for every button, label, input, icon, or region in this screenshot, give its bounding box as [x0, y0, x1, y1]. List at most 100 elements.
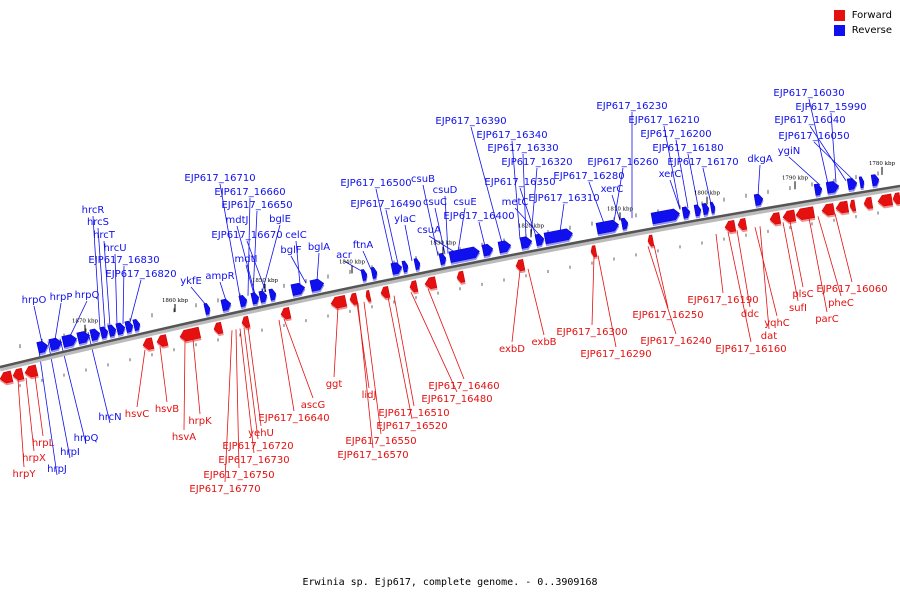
gene-label: EJP617_16460 [428, 381, 499, 392]
leader-line [159, 346, 168, 403]
gene-label: EJP617_16250 [632, 310, 703, 321]
leader-line [25, 377, 35, 452]
leader-line [789, 221, 804, 288]
axis-tick-label: 1830 kbp [430, 241, 457, 247]
gene-label: hrpX [22, 453, 46, 464]
gene-label: EJP617_16340 [476, 130, 547, 141]
axis-tick-label: 1860 kbp [162, 298, 189, 304]
leader-line [559, 203, 565, 232]
axis-tick-label: 1800 kbp [694, 191, 721, 197]
reverse-gene [258, 290, 268, 305]
leader-line [663, 125, 681, 210]
gene-label: EJP617_16300 [556, 327, 627, 338]
reverse-gene [36, 340, 49, 356]
gene-label: EJP617_16280 [553, 171, 624, 182]
gene-label: yqhC [764, 318, 790, 329]
gene-label: ftnA [353, 240, 374, 251]
leader-line [834, 213, 853, 283]
leader-line [219, 281, 227, 301]
genome-caption: Erwinia sp. Ejp617, complete genome. - 0… [302, 577, 598, 588]
gene-label: hsvC [125, 409, 149, 420]
forward-gene [349, 292, 359, 307]
gene-label: hrpP [50, 292, 73, 303]
gene-label: bglE [269, 214, 291, 225]
leader-line [511, 140, 521, 240]
leader-line [808, 217, 828, 313]
leader-line [333, 307, 339, 378]
gene-label: bglF [280, 245, 301, 256]
reverse-swatch [833, 25, 845, 36]
leader-line [813, 141, 854, 180]
leader-line [295, 240, 301, 285]
gene-label: EJP617_16170 [667, 157, 738, 168]
reverse-gene [203, 303, 211, 317]
reverse-gene [519, 236, 533, 251]
gene-label: EJP617_16050 [778, 131, 849, 142]
reverse-gene [132, 318, 141, 333]
leader-line [192, 338, 201, 415]
leader-line [245, 264, 255, 295]
gene-label: xerC [659, 169, 682, 180]
leader-line [17, 379, 25, 468]
reverse-gene [360, 269, 368, 283]
gene-label: hrpO [22, 295, 47, 306]
gene-label: hrpJ [47, 464, 67, 475]
gene-labels: hrpO hrpP hrpQhrcRhrcShrcThrcUEJP617_16830… [13, 88, 888, 495]
gene-label: csuA [417, 225, 441, 236]
gene-label: csuE [453, 197, 476, 208]
leader-line [246, 240, 267, 292]
gene-label: acr [336, 250, 353, 261]
leader-line [239, 328, 255, 454]
gene-label: hrpK [188, 416, 212, 427]
leader-line [47, 341, 71, 459]
gene-label: hsvA [172, 432, 196, 443]
gene-label: hrcT [93, 230, 116, 241]
leader-line [759, 226, 770, 330]
gene-label: EJP617_16200 [640, 129, 711, 140]
axis-tick-label: 1810 kbp [607, 206, 634, 212]
gene-label: EJP617_16640 [258, 413, 329, 424]
reverse-gene [48, 337, 63, 353]
gene-label: celC [285, 230, 306, 241]
gene-label: hrpI [60, 447, 80, 458]
forward-swatch [833, 10, 845, 21]
gene-label: EJP617_16180 [652, 143, 723, 154]
forward-gene [863, 196, 874, 211]
leader-line [261, 224, 281, 293]
leader-line [357, 303, 374, 449]
gene-label: EJP617_16190 [687, 295, 758, 306]
gene-label: EJP617_16670 [211, 230, 282, 241]
reverse-gene [220, 298, 232, 314]
gene-label: EJP617_15990 [795, 102, 866, 113]
gene-label: pheC [828, 298, 854, 309]
leader-line [788, 156, 821, 186]
gene-label: hsvB [155, 404, 179, 415]
gene-label: EJP617_16570 [337, 450, 408, 461]
gene-label: mdtI [235, 254, 258, 265]
axis-tick-label: 1820 kbp [518, 223, 545, 229]
leader-line [290, 255, 307, 284]
reverse-gene [61, 334, 78, 350]
leader-line [54, 302, 62, 340]
legend-reverse: Reverse [833, 23, 892, 38]
reverse-gene [870, 174, 880, 189]
leader-line [393, 295, 415, 407]
reverse-gene [268, 288, 277, 303]
leader-line [114, 253, 118, 326]
leader-line [754, 227, 778, 317]
forward-gene [409, 280, 419, 295]
legend: Forward Reverse [833, 8, 892, 38]
gene-label: ascG [301, 400, 326, 411]
reverse-gene [99, 326, 109, 341]
leader-line [37, 343, 58, 476]
gene-label: EJP617_16390 [435, 116, 506, 127]
forward-gene [0, 370, 14, 386]
leader-line [92, 215, 101, 330]
gene-label: EJP617_16830 [88, 255, 159, 266]
leader-line [278, 319, 295, 412]
leader-line [782, 222, 799, 302]
gene-label: parC [815, 314, 839, 325]
leader-line [387, 296, 413, 420]
forward-gene [241, 315, 251, 330]
gene-label: EJP617_16770 [189, 484, 260, 495]
